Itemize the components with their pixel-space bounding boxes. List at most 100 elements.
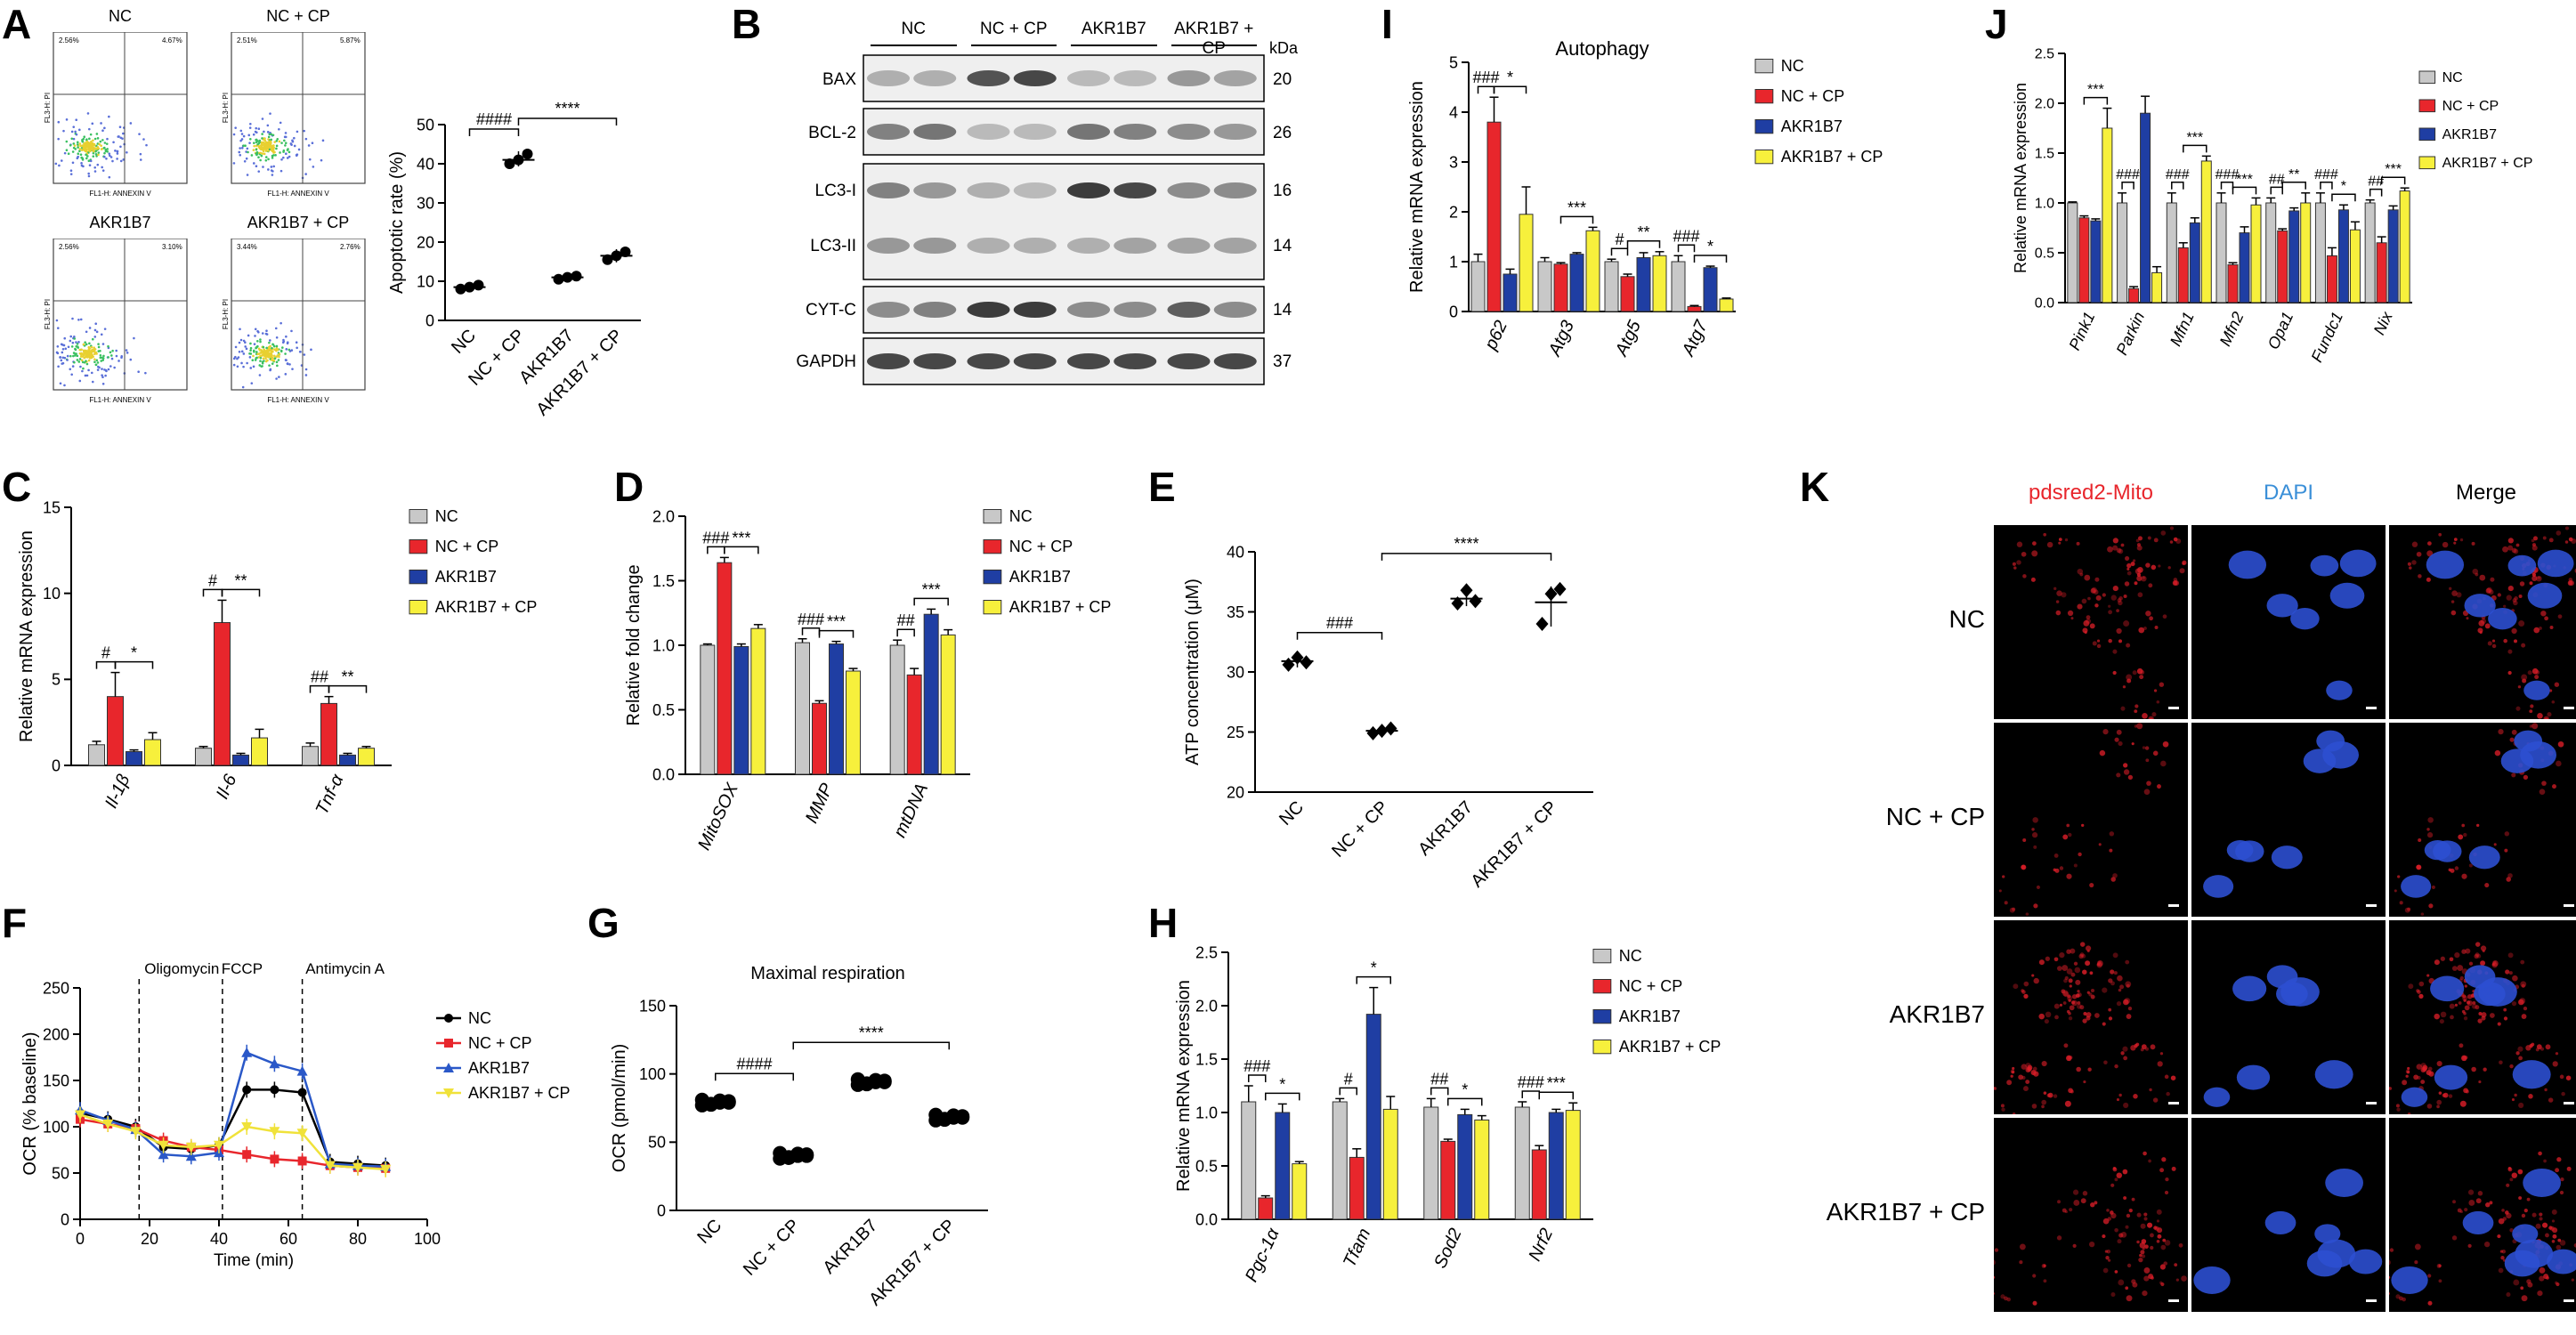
x-tick-label: 100 xyxy=(414,1230,441,1248)
mito-signal xyxy=(1994,1275,1996,1279)
flow-event xyxy=(121,137,124,140)
flow-event xyxy=(87,353,90,357)
mito-signal xyxy=(2096,639,2101,643)
bar-nc-il-1 xyxy=(88,744,105,766)
legend-label-nc: NC xyxy=(2442,70,2463,85)
flow-event xyxy=(122,158,126,161)
flow-event xyxy=(268,140,271,143)
mito-signal xyxy=(2457,1208,2462,1213)
mito-signal xyxy=(2059,1003,2062,1007)
nucleus xyxy=(2326,680,2353,700)
bar-akr1b7-parkin xyxy=(2140,112,2151,303)
mito-signal xyxy=(2136,1240,2140,1244)
mito-signal xyxy=(2507,1167,2513,1172)
mito-signal xyxy=(2123,999,2129,1006)
mito-signal xyxy=(2141,575,2147,582)
bar-akr1b7-mtdna xyxy=(923,613,939,775)
y-tick-label: 1.0 xyxy=(652,636,675,654)
flow-event xyxy=(101,129,104,133)
legend-label-akr1b7: AKR1B7 xyxy=(468,1059,530,1077)
mito-signal xyxy=(2138,1257,2143,1263)
significance-bracket xyxy=(1265,1092,1300,1101)
mito-signal xyxy=(2139,675,2144,680)
mito-signal xyxy=(2142,713,2148,719)
mito-signal xyxy=(2474,953,2479,959)
mito-signal xyxy=(2416,864,2422,870)
bar-nc-cp-nrf2 xyxy=(1531,1149,1547,1220)
flow-event xyxy=(72,137,76,141)
mito-signal xyxy=(2438,1264,2442,1267)
data-point xyxy=(270,1154,279,1164)
mito-signal xyxy=(2560,1177,2564,1182)
nucleus xyxy=(2401,875,2432,898)
nucleus xyxy=(2264,1210,2297,1234)
data-point xyxy=(571,271,582,282)
y-tick-label: 0.0 xyxy=(2035,296,2054,312)
flow-y-axis-label: FL3-H: PI xyxy=(45,299,52,329)
mito-signal xyxy=(2475,1005,2480,1010)
flow-event xyxy=(76,143,79,146)
mito-signal xyxy=(2116,729,2122,735)
mito-signal xyxy=(2124,998,2131,1004)
flow-event xyxy=(74,130,77,134)
nucleus xyxy=(2232,975,2267,1002)
mito-signal xyxy=(2135,538,2140,543)
microscopy-image-dapi xyxy=(2191,723,2386,917)
blot-protein-label: BAX xyxy=(822,70,856,89)
flow-event xyxy=(87,159,91,163)
mito-signal xyxy=(2069,1005,2075,1011)
quadrant-value: 2.51% xyxy=(237,36,257,44)
flow-event xyxy=(61,347,65,351)
flow-event xyxy=(111,349,114,352)
data-point xyxy=(270,1085,279,1095)
flow-event xyxy=(304,374,308,376)
microscopy-image-pdsred2-mito xyxy=(1994,1118,2188,1312)
nucleus xyxy=(2430,975,2465,1002)
mito-signal xyxy=(2555,1052,2559,1056)
flow-event xyxy=(284,142,288,145)
mito-signal xyxy=(2389,1259,2391,1266)
mito-signal xyxy=(2127,774,2134,781)
significance-bracket xyxy=(2320,182,2333,190)
mito-signal xyxy=(2490,577,2495,582)
flow-event xyxy=(266,131,270,134)
flow-event xyxy=(94,322,98,326)
flow-event xyxy=(266,124,270,127)
mito-signal xyxy=(2054,1003,2060,1009)
x-category-label: AKR1B7 xyxy=(819,1216,881,1278)
mito-signal xyxy=(2125,555,2130,561)
flow-event xyxy=(275,360,279,364)
x-category-label: Atg5 xyxy=(1611,317,1645,360)
blot-band-gapdh xyxy=(1114,353,1157,369)
flow-event xyxy=(261,117,264,120)
flow-event xyxy=(307,144,311,147)
significance-label: ** xyxy=(341,668,353,686)
mito-signal xyxy=(2549,625,2554,629)
mito-signal xyxy=(2125,959,2130,965)
mito-signal xyxy=(2389,1087,2390,1089)
data-point xyxy=(380,1164,392,1175)
mito-signal xyxy=(2125,1225,2129,1229)
flow-event xyxy=(77,146,79,149)
mito-signal xyxy=(2160,760,2167,767)
mito-signal xyxy=(2122,685,2126,689)
mito-signal xyxy=(2004,901,2008,905)
flow-event xyxy=(85,143,88,147)
scale-bar xyxy=(2564,707,2574,709)
flow-event xyxy=(74,352,77,355)
mito-signal xyxy=(2025,1067,2031,1073)
flow-event xyxy=(97,153,100,157)
flow-event xyxy=(275,346,279,350)
blot-band-lc3-ii xyxy=(967,238,1010,254)
flow-event xyxy=(279,321,282,325)
mito-signal xyxy=(2112,649,2118,654)
mito-signal xyxy=(2416,989,2419,993)
mito-signal xyxy=(2077,1000,2081,1005)
bar-akr1b7-cp-mfn2 xyxy=(2250,204,2262,303)
flow-event xyxy=(77,341,80,344)
flow-event xyxy=(299,350,302,353)
flow-event xyxy=(110,357,114,360)
mito-signal xyxy=(2118,596,2123,601)
x-category-label: Pink1 xyxy=(2065,309,2098,352)
